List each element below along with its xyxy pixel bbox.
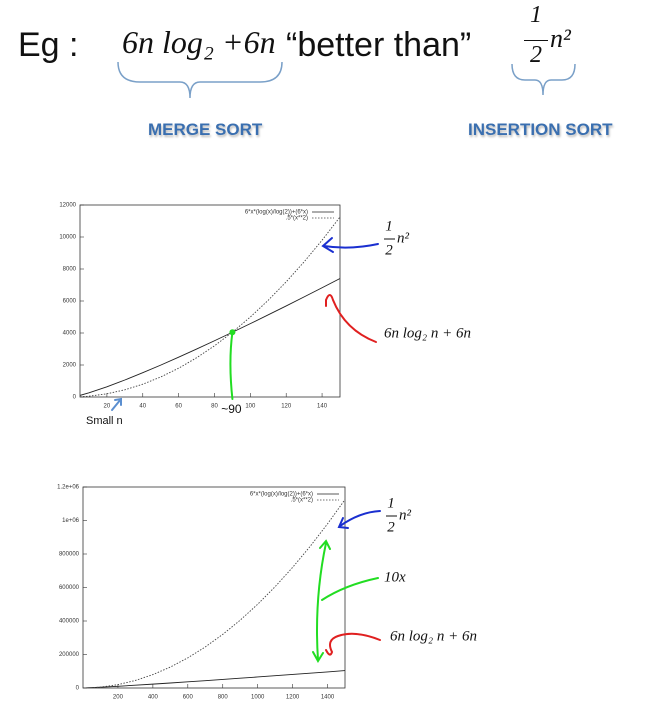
annotation-denominator: 2 — [387, 519, 395, 535]
x-tick-label: 600 — [183, 695, 194, 701]
red-arrow — [325, 294, 377, 343]
series-line — [84, 670, 345, 688]
series-line-dotted — [84, 499, 345, 688]
x-tick-label: 1400 — [321, 695, 335, 701]
x-tick-label: 120 — [281, 404, 292, 410]
y-tick-label: 0 — [73, 395, 77, 401]
annotation: 6n log₂ n + 6n — [384, 325, 471, 341]
term: n² — [550, 24, 571, 53]
y-tick-label: 10000 — [59, 235, 76, 241]
legend-label: .5*(x**2) — [286, 216, 308, 222]
comparison: “better than” — [286, 26, 472, 64]
y-tick-label: 1e+06 — [62, 518, 80, 524]
insertion-label: INSERTION SORT — [468, 120, 613, 139]
crossover-point — [229, 329, 236, 336]
y-tick-label: 8000 — [63, 267, 77, 273]
x-tick-label: 20 — [104, 404, 111, 410]
y-tick-label: 200000 — [59, 652, 80, 658]
prefix: Eg : — [18, 26, 79, 64]
fraction-bar — [524, 40, 548, 41]
series-line-dotted — [80, 216, 340, 397]
annotation-denominator: 2 — [385, 242, 393, 258]
x-tick-label: 80 — [211, 404, 218, 410]
x-tick-label: 40 — [139, 404, 146, 410]
y-tick-label: 6000 — [63, 299, 77, 305]
annotation: 10x — [384, 569, 406, 585]
x-tick-label: 1000 — [251, 695, 265, 701]
x-tick-label: 140 — [317, 404, 328, 410]
plot-frame — [82, 486, 346, 689]
y-tick-label: 0 — [76, 686, 80, 692]
y-tick-label: 12000 — [59, 203, 76, 209]
crossover-label: ~90 — [221, 402, 242, 416]
x-tick-label: 60 — [175, 404, 182, 410]
y-tick-label: 800000 — [59, 552, 80, 558]
annotation-numerator: 1 — [385, 218, 393, 234]
y-tick-label: 4000 — [63, 331, 77, 337]
blue-arrow — [321, 237, 379, 253]
blue-arrow — [337, 510, 381, 529]
x-tick-label: 1200 — [286, 695, 300, 701]
y-tick-label: 600000 — [59, 585, 80, 591]
green-line — [229, 331, 234, 400]
x-tick-label: 400 — [148, 695, 159, 701]
y-tick-label: 400000 — [59, 619, 80, 625]
x-tick-label: 100 — [245, 404, 256, 410]
blue-small-arrow — [111, 397, 122, 411]
numerator: 1 — [530, 2, 542, 28]
legend-label: 6*x*(log(x)/log(2))+(6*x) — [245, 210, 308, 216]
braces — [117, 61, 576, 99]
denominator: 2 — [530, 42, 542, 68]
plot-frame — [79, 204, 341, 398]
series-line — [80, 278, 340, 396]
y-tick-label: 2000 — [63, 363, 77, 369]
note: Small n — [86, 415, 123, 427]
x-tick-label: 800 — [218, 695, 229, 701]
annotation-numerator: 1 — [387, 495, 395, 511]
merge-label: MERGE SORT — [148, 120, 263, 139]
annotation-term: n² — [397, 230, 410, 246]
x-tick-label: 200 — [113, 695, 124, 701]
annotation-term: n² — [399, 507, 412, 523]
red-arrow — [325, 632, 381, 656]
y-tick-label: 1.2e+06 — [57, 485, 80, 491]
legend-label: 6*x*(log(x)/log(2))+(6*x) — [250, 492, 313, 498]
legend-label: .5*(x**2) — [291, 498, 313, 504]
merge-formula: 6n log₂ +6n — [122, 24, 276, 60]
annotation: 6n log₂ n + 6n — [390, 628, 477, 644]
green-arrow — [312, 539, 379, 663]
